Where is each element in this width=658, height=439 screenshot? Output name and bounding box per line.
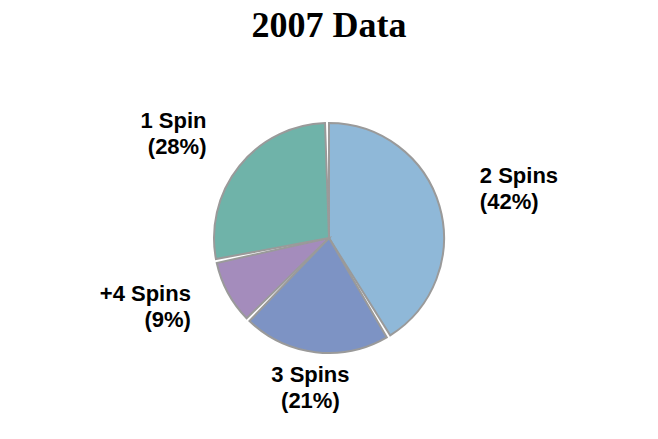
svg-text:2 Spins(42%): 2 Spins(42%) bbox=[480, 163, 558, 214]
html-text:2007 Data: 2007 Data bbox=[251, 5, 407, 45]
svg-text:+4 Spins(9%): +4 Spins(9%) bbox=[100, 281, 191, 332]
svg-text:3 Spins(21%): 3 Spins(21%) bbox=[271, 362, 349, 413]
svg-text:1 Spin(28%): 1 Spin(28%) bbox=[140, 108, 206, 159]
